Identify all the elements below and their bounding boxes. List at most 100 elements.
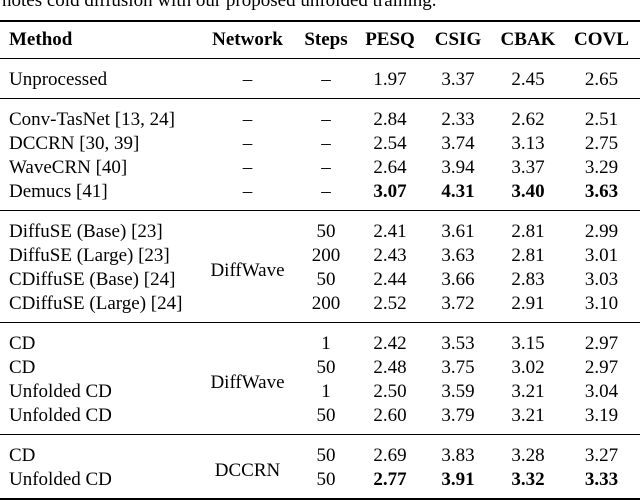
value-cell: 2.81	[511, 245, 545, 266]
value-cell: 3.83	[441, 445, 475, 466]
value-cell: 2.45	[511, 69, 545, 90]
method-cell: CDiffuSE (Base) [24]	[9, 269, 176, 290]
value-cell: 3.63	[584, 181, 619, 202]
table-row: Unfolded CD 50 2.77 3.91 3.32 3.33	[0, 468, 640, 499]
column-header: PESQ	[357, 21, 423, 59]
value-cell: 3.53	[441, 333, 475, 354]
table-row: DiffuSE (Base) [23] DiffWave 50 2.41 3.61 2.8…	[0, 211, 640, 281]
value-cell: 50	[316, 469, 336, 490]
table-row: CDiffuSE (Large) [24] 200 2.52 3.72 2.91 3.10	[0, 292, 640, 323]
value-cell: 50	[316, 269, 336, 290]
value-cell: 1.97	[373, 69, 407, 90]
table-row: DiffuSE (Large) [23] 200 2.43 3.63 2.81 3.01	[0, 244, 640, 268]
value-cell: 4.31	[441, 181, 475, 202]
caption: notes cold diffusion with our proposed u…	[2, 0, 437, 11]
table-row: Unfolded CD 1 2.50 3.59 3.21 3.04	[0, 380, 640, 404]
value-cell: 3.03	[584, 269, 619, 290]
value-cell: 3.94	[441, 157, 475, 178]
value-cell: 3.61	[441, 221, 475, 242]
column-header: Method	[0, 21, 200, 59]
row-group: CD DiffWave 1 2.42 3.53 3.15 2.97 CD 50 2.48 3.75 3…	[0, 322, 640, 435]
table-row: CD 50 2.48 3.75 3.02 2.97	[0, 356, 640, 380]
value-cell: 2.33	[441, 109, 475, 130]
value-cell: 2.64	[373, 157, 407, 178]
value-cell: 3.01	[584, 245, 619, 266]
value-cell: 3.28	[511, 445, 545, 466]
value-cell: 3.66	[441, 269, 475, 290]
value-cell: 2.60	[373, 405, 407, 426]
value-cell: –	[242, 109, 253, 130]
value-cell: 3.10	[584, 293, 619, 314]
value-cell: 2.50	[373, 381, 407, 402]
value-cell: 2.99	[584, 221, 619, 242]
value-cell: 50	[316, 445, 336, 466]
value-cell: 2.51	[584, 109, 619, 130]
value-cell: 3.37	[511, 157, 545, 178]
value-cell: 2.69	[373, 445, 407, 466]
row-group: Conv-TasNet [13, 24] – –2.84 2.33 2.62 2.51 DC…	[0, 98, 640, 211]
table-row: CD DCCRN 50 2.69 3.83 3.28 3.27	[0, 435, 640, 481]
method-cell: CD	[9, 445, 36, 466]
value-cell: 3.02	[511, 357, 545, 378]
method-cell: Unfolded CD	[9, 469, 112, 490]
table-row: CDiffuSE (Base) [24] 50 2.44 3.66 2.83 3.03	[0, 268, 640, 292]
method-cell: DiffuSE (Large) [23]	[9, 245, 170, 266]
column-header: Steps	[295, 21, 357, 59]
method-cell: Conv-TasNet [13, 24]	[9, 109, 175, 130]
value-cell: 1	[321, 333, 331, 354]
table-row: Demucs [41] – – 3.07 4.31 3.40 3.63	[0, 180, 640, 211]
value-cell: 2.62	[511, 109, 545, 130]
value-cell: 3.74	[441, 133, 475, 154]
value-cell: 3.63	[441, 245, 475, 266]
value-cell: –	[321, 133, 331, 154]
value-cell: 50	[316, 221, 336, 242]
network-cell: DiffWave	[210, 372, 285, 393]
column-header: COVL	[563, 21, 640, 59]
value-cell: 3.33	[584, 469, 619, 490]
network-cell: DCCRN	[214, 460, 281, 481]
method-cell: Demucs [41]	[9, 181, 108, 202]
value-cell: 2.81	[511, 221, 545, 242]
method-cell: DiffuSE (Base) [23]	[9, 221, 163, 242]
network-cell: DiffWave	[210, 260, 285, 281]
value-cell: 3.29	[584, 157, 619, 178]
value-cell: –	[321, 157, 331, 178]
value-cell: 3.27	[584, 445, 619, 466]
value-cell: 2.97	[584, 357, 619, 378]
value-cell: 2.54	[373, 133, 407, 154]
value-cell: 50	[316, 405, 336, 426]
column-header: CBAK	[493, 21, 563, 59]
value-cell: 3.72	[441, 293, 475, 314]
value-cell: 3.04	[584, 381, 619, 402]
row-group: DiffuSE (Base) [23] DiffWave 50 2.41 3.61 2.8…	[0, 210, 640, 323]
value-cell: 2.65	[584, 69, 619, 90]
table-row: Unfolded CD 50 2.60 3.79 3.21 3.19	[0, 404, 640, 435]
table-row: WaveCRN [40] – – 2.64 3.94 3.37 3.29	[0, 156, 640, 180]
value-cell: 3.79	[441, 405, 475, 426]
value-cell: 50	[316, 357, 336, 378]
method-cell: CD	[9, 333, 36, 354]
method-cell: DCCRN [30, 39]	[9, 133, 140, 154]
column-header: CSIG	[423, 21, 493, 59]
method-cell: CD	[9, 357, 36, 378]
value-cell: 2.43	[373, 245, 407, 266]
table-row: Unprocessed – – 1.97 3.37 2.45 2.65	[0, 59, 640, 99]
row-group: CD DCCRN 50 2.69 3.83 3.28 3.27 Unfolded CD 50 2.…	[0, 434, 640, 500]
results-table: Method Network Steps PESQ CSIG CBAK COVL Unpro…	[0, 20, 640, 500]
value-cell: 2.75	[584, 133, 619, 154]
column-header: Network	[200, 21, 295, 59]
value-cell: 2.97	[584, 333, 619, 354]
value-cell: 200	[311, 245, 341, 266]
value-cell: 3.40	[511, 181, 545, 202]
value-cell: 2.52	[373, 293, 407, 314]
value-cell: 2.83	[511, 269, 545, 290]
value-cell: –	[321, 109, 331, 130]
value-cell: 3.91	[441, 469, 475, 490]
value-cell: 200	[311, 293, 341, 314]
value-cell: –	[242, 133, 253, 154]
value-cell: –	[242, 157, 253, 178]
value-cell: 3.21	[511, 405, 545, 426]
row-group: Unprocessed – – 1.97 3.37 2.45 2.65	[0, 58, 640, 99]
method-cell: Unfolded CD	[9, 405, 112, 426]
